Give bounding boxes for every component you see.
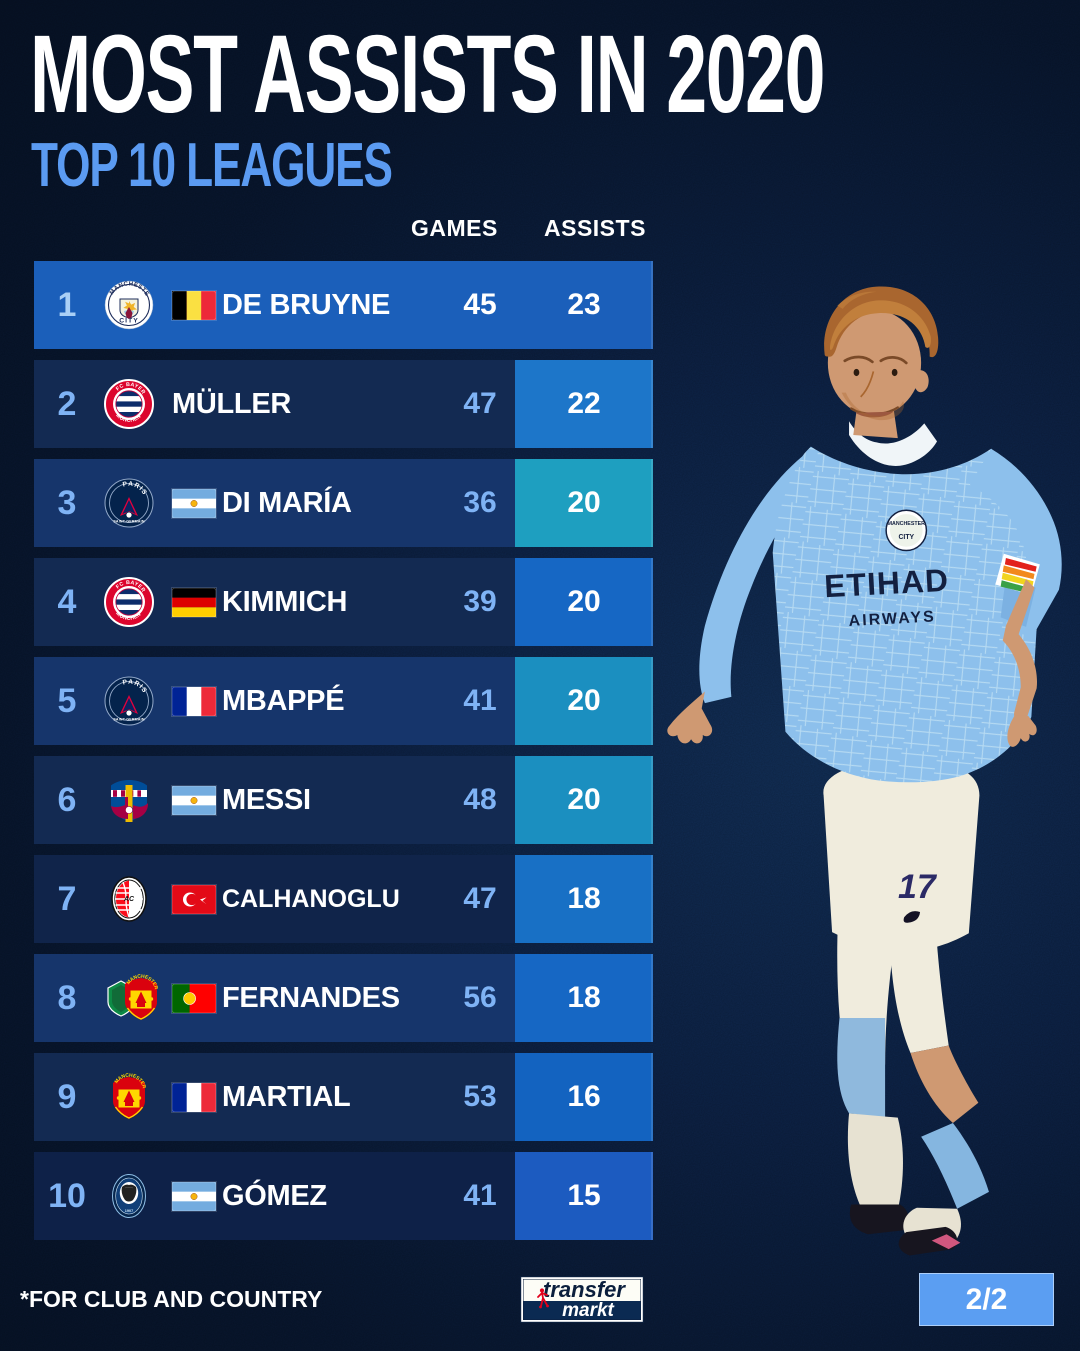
svg-text:ETIHAD: ETIHAD (823, 562, 949, 604)
svg-text:CITY: CITY (898, 534, 914, 541)
svg-text:17: 17 (898, 868, 938, 906)
svg-text:MANCHESTER: MANCHESTER (888, 521, 926, 527)
